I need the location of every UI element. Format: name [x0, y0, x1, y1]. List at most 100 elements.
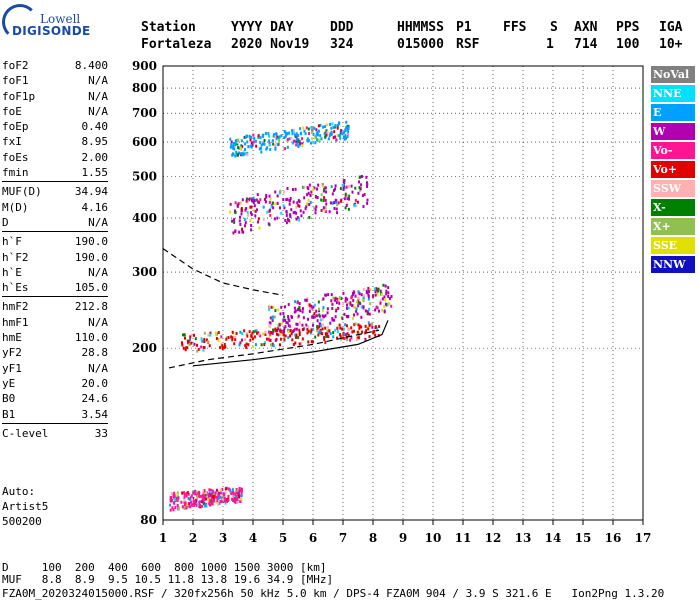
trace-point: [313, 136, 316, 140]
trace-point: [358, 180, 361, 184]
trace-point: [357, 304, 360, 308]
trace-point: [359, 188, 362, 192]
trace-point: [257, 333, 260, 337]
trace-point: [326, 307, 329, 311]
trace-point: [364, 331, 367, 335]
trace-point: [221, 495, 224, 499]
trace-point: [245, 346, 248, 350]
trace-point: [236, 142, 239, 146]
trace-point: [268, 323, 271, 327]
trace-point: [347, 333, 350, 337]
trace-point: [292, 211, 295, 215]
trace-point: [244, 344, 247, 348]
trace-point: [234, 210, 237, 214]
trace-point: [341, 327, 344, 331]
param-name: foF1p: [2, 89, 36, 103]
trace-point: [176, 503, 179, 507]
trace-point: [342, 179, 345, 183]
trace-point: [272, 142, 275, 146]
trace-point: [306, 193, 309, 197]
trace-point: [186, 339, 189, 343]
trace-point: [289, 334, 292, 338]
trace-point: [246, 200, 249, 204]
trace-point: [262, 332, 265, 336]
header-label-8: PPS: [616, 20, 640, 35]
legend-w: W: [651, 123, 695, 140]
trace-point: [239, 341, 242, 345]
trace-point: [287, 324, 290, 328]
trace-point: [286, 197, 289, 201]
trace-point: [274, 202, 277, 206]
trace-point: [274, 338, 277, 342]
trace-point: [387, 294, 390, 298]
trace-point: [343, 337, 346, 341]
x-tick-label: 17: [635, 531, 652, 545]
trace-point: [200, 500, 203, 504]
trace-point: [304, 132, 307, 136]
trace-point: [323, 187, 326, 191]
trace-point: [244, 142, 247, 146]
trace-point: [212, 499, 215, 503]
param-row: MUF(D) 34.94: [2, 184, 108, 199]
logo-arc-icon: [2, 4, 38, 40]
trace-point: [282, 190, 285, 194]
param-value: 8.95: [81, 135, 109, 149]
trace-point: [292, 200, 295, 204]
trace-point: [374, 308, 377, 312]
trace-point: [329, 122, 332, 126]
trace-point: [264, 200, 267, 204]
trace-point: [269, 213, 272, 217]
trace-point: [207, 333, 210, 337]
trace-point: [356, 330, 359, 334]
trace-point: [288, 202, 291, 206]
trace-point: [366, 198, 369, 202]
trace-point: [360, 175, 363, 179]
trace-point: [364, 324, 367, 328]
trace-point: [303, 185, 306, 189]
x-tick-label: 12: [485, 531, 502, 545]
trace-point: [353, 204, 356, 208]
trace-point: [296, 201, 299, 205]
param-name: fmin: [2, 166, 29, 180]
trace-point: [350, 296, 353, 300]
trace-point: [357, 296, 360, 300]
header-value-1: 2020 Nov19: [231, 37, 310, 52]
trace-point: [321, 317, 324, 321]
trace-point: [243, 152, 246, 156]
trace-point: [329, 321, 332, 325]
trace-point: [238, 230, 241, 234]
trace-point: [190, 333, 193, 337]
trace-point: [233, 220, 236, 224]
logo-lowell: Lowell: [40, 12, 81, 26]
trace-point: [235, 487, 238, 491]
trace-point: [331, 122, 334, 126]
trace-point: [251, 337, 254, 341]
trace-point: [207, 495, 210, 499]
trace-point: [268, 143, 271, 147]
trace-point: [260, 150, 263, 154]
legend-nne: NNE: [651, 85, 695, 102]
trace-point: [302, 316, 305, 320]
trace-point: [187, 492, 190, 496]
trace-point: [288, 137, 291, 141]
trace-point: [283, 305, 286, 309]
trace-point: [254, 209, 257, 213]
trace-point: [301, 310, 304, 314]
trace-point: [344, 134, 347, 138]
param-name: hmE: [2, 331, 22, 345]
trace-point: [334, 135, 337, 139]
trace-point: [240, 494, 243, 498]
trace-point: [253, 209, 256, 213]
trace-point: [232, 141, 235, 145]
trace-point: [352, 298, 355, 302]
trace-point: [340, 337, 343, 341]
trace-point: [198, 503, 201, 507]
trace-point: [172, 493, 175, 497]
trace-point: [173, 497, 176, 501]
trace-point: [174, 506, 177, 510]
trace-point: [276, 216, 279, 220]
trace-point: [236, 140, 239, 144]
trace-point: [318, 330, 321, 334]
trace-point: [312, 327, 315, 331]
param-value: N/A: [88, 361, 108, 375]
